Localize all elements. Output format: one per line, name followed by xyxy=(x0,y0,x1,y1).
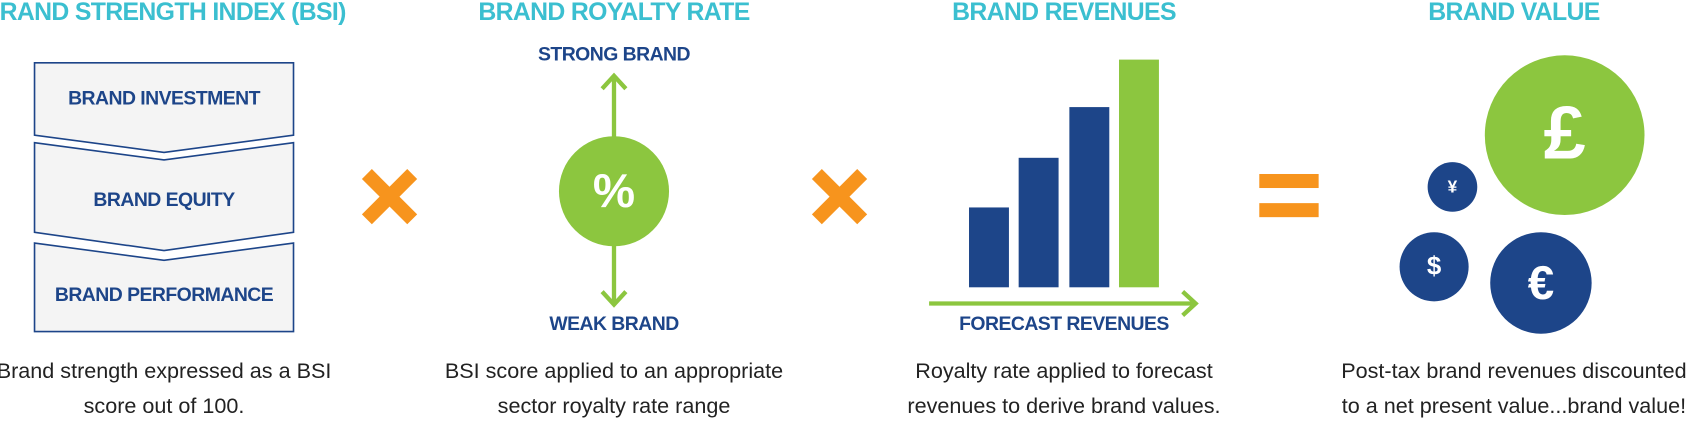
caption: score out of 100. xyxy=(84,393,245,418)
multiply-sign xyxy=(361,169,418,225)
equals-sign xyxy=(1259,203,1319,218)
equals-sign xyxy=(1259,173,1319,189)
caption: to a net present value...brand value! xyxy=(1342,393,1686,418)
section-title: BRAND ROYALTY RATE xyxy=(478,0,749,26)
axis-arrow xyxy=(929,290,1199,317)
box xyxy=(33,242,295,333)
axis-label: FORECAST REVENUES xyxy=(959,313,1169,335)
currency-symbol: ¥ xyxy=(1448,177,1458,197)
caption: revenues to derive brand values. xyxy=(907,393,1220,418)
section-title: BRAND REVENUES xyxy=(952,0,1176,26)
box xyxy=(33,62,295,154)
section-title: BRAND STRENGTH INDEX (BSI) xyxy=(0,0,346,26)
coin xyxy=(1399,232,1469,302)
top-label: STRONG BRAND xyxy=(538,43,691,65)
coin xyxy=(1484,55,1645,216)
coin xyxy=(1427,162,1478,212)
bar-icon xyxy=(969,207,1009,288)
section-title: BRAND VALUE xyxy=(1428,0,1600,26)
bar-icon xyxy=(1069,107,1110,288)
bottom-label: WEAK BRAND xyxy=(549,313,679,335)
multiply-sign xyxy=(811,169,868,225)
bar-icon xyxy=(1119,59,1159,288)
box-label: BRAND EQUITY xyxy=(93,189,235,211)
symbol: % xyxy=(593,165,635,218)
box xyxy=(33,141,295,252)
arrows xyxy=(600,72,628,308)
percent-circle xyxy=(558,136,670,247)
box-label: BRAND PERFORMANCE xyxy=(55,284,274,306)
bar-icon xyxy=(1018,157,1059,288)
caption: sector royalty rate range xyxy=(498,393,731,418)
currency-symbol: € xyxy=(1528,257,1554,310)
caption: Post-tax brand revenues discounted xyxy=(1341,358,1686,383)
caption: Royalty rate applied to forecast xyxy=(915,358,1212,383)
currency-symbol: $ xyxy=(1427,253,1442,281)
caption: Brand strength expressed as a BSI xyxy=(0,358,331,383)
currency-symbol: £ xyxy=(1544,91,1586,175)
box-label: BRAND INVESTMENT xyxy=(68,88,261,110)
caption: BSI score applied to an appropriate xyxy=(445,358,783,383)
coin xyxy=(1490,232,1592,334)
